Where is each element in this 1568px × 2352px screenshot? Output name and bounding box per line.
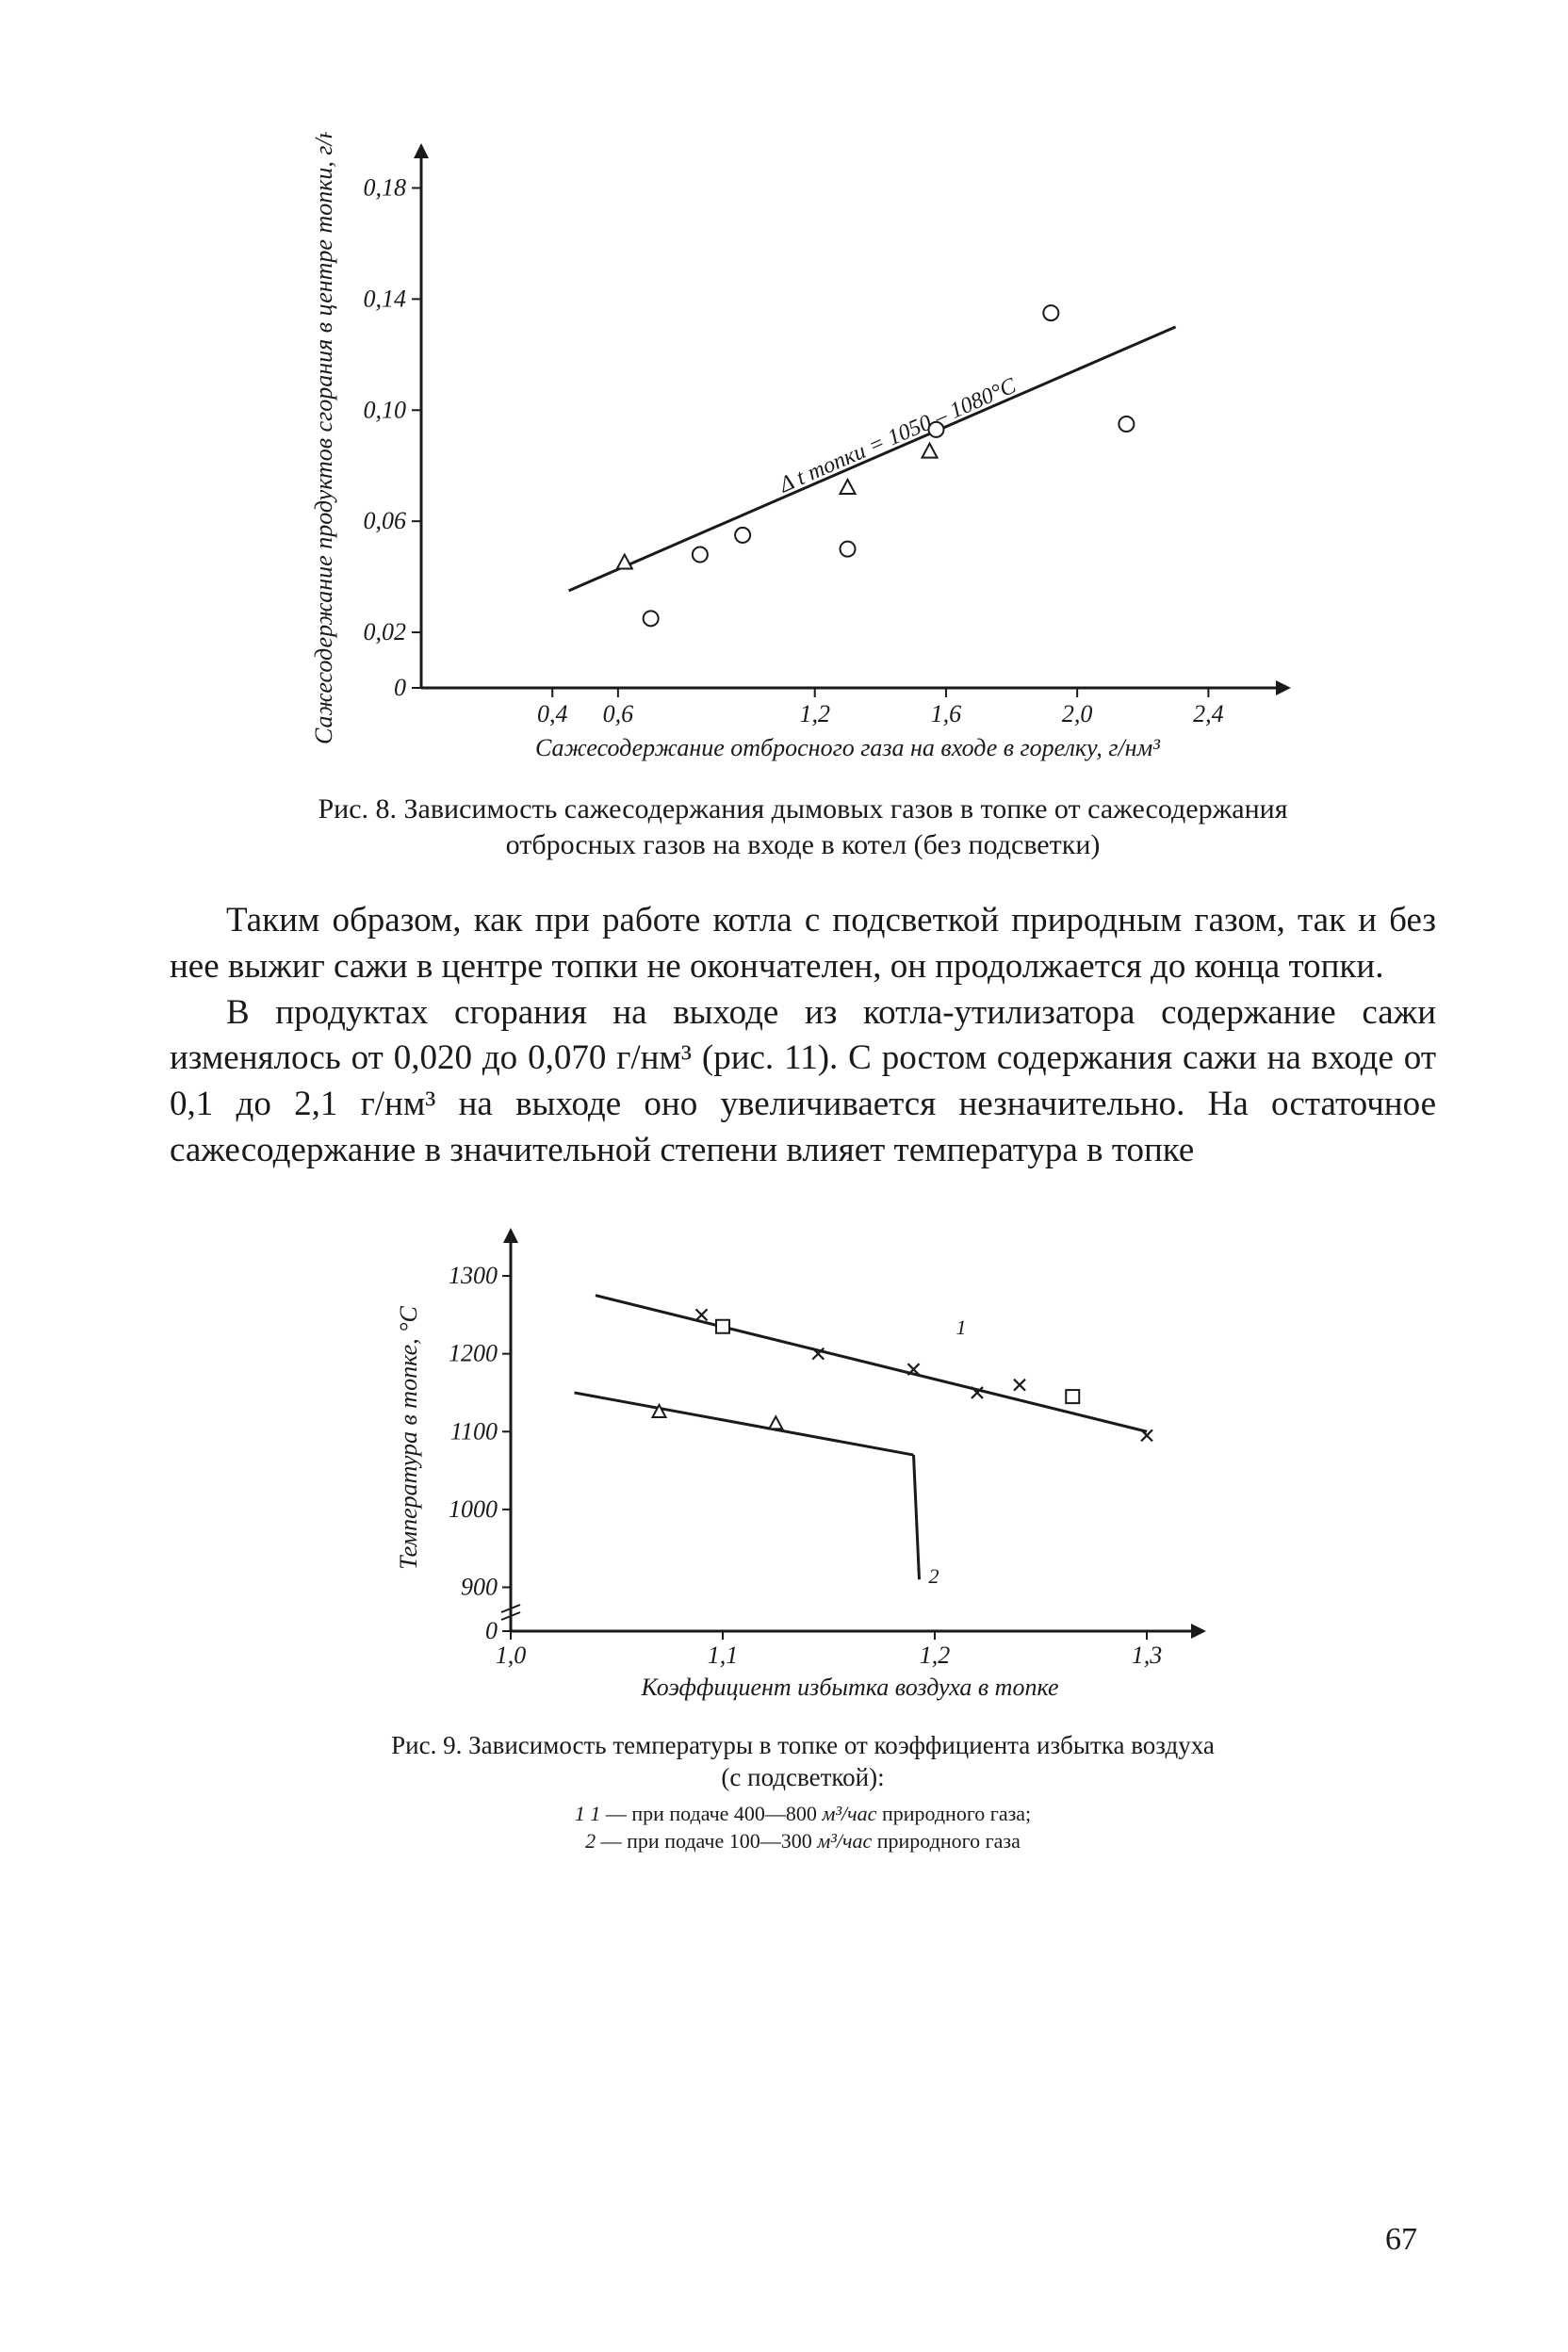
svg-text:1000: 1000 <box>449 1495 498 1523</box>
svg-text:Сажесодержание продуктов сгора: Сажесодержание продуктов сгорания в цент… <box>310 132 337 744</box>
figure-9-svg: 1,0 1,1 1,2 1,3 0 900 1000 1100 1200 1300 Коэффици… <box>379 1221 1227 1711</box>
svg-text:2,0: 2,0 <box>1062 700 1093 727</box>
legend-line-2: 2 — при подаче 100—300 м³/час природного… <box>585 1829 1021 1853</box>
svg-text:1100: 1100 <box>450 1417 498 1445</box>
svg-text:0,4: 0,4 <box>537 700 568 727</box>
figure-8-caption: Рис. 8. Зависимость сажесодержания дымов… <box>308 792 1298 862</box>
svg-text:Δ t топки = 1050 – 1080°С: Δ t топки = 1050 – 1080°С <box>776 373 1021 498</box>
svg-text:0: 0 <box>485 1617 498 1644</box>
figure-8: 0,4 0,6 1,2 1,6 2,0 2,4 0 0,02 0,06 0,10 0,14 0,18 С… <box>294 132 1312 773</box>
svg-text:Сажесодержание отбросного газа: Сажесодержание отбросного газа на входе … <box>535 734 1161 761</box>
svg-text:Температура в топке, °С: Температура в топке, °С <box>395 1305 422 1569</box>
svg-text:0,02: 0,02 <box>364 618 407 645</box>
svg-text:0,6: 0,6 <box>603 700 634 727</box>
svg-text:1200: 1200 <box>449 1340 498 1367</box>
page: 0,4 0,6 1,2 1,6 2,0 2,4 0 0,02 0,06 0,10 0,14 0,18 С… <box>0 0 1568 2352</box>
svg-text:2,4: 2,4 <box>1193 700 1224 727</box>
legend-line-1: 1 — при подаче 400—800 м³/час природного… <box>590 1802 1031 1825</box>
svg-text:1,2: 1,2 <box>920 1642 951 1669</box>
svg-text:0,06: 0,06 <box>364 507 407 534</box>
svg-text:1,1: 1,1 <box>708 1642 739 1669</box>
figure-9: 1,0 1,1 1,2 1,3 0 900 1000 1100 1200 1300 Коэффици… <box>379 1221 1227 1711</box>
figure-9-caption: Рис. 9. Зависимость температуры в топке … <box>379 1730 1227 1794</box>
paragraph-1: Таким образом, как при работе котла с по… <box>170 898 1436 990</box>
svg-text:0: 0 <box>394 674 406 701</box>
svg-text:1,2: 1,2 <box>799 700 830 727</box>
svg-text:0,14: 0,14 <box>364 285 407 312</box>
svg-text:0,18: 0,18 <box>364 173 407 201</box>
svg-text:0,10: 0,10 <box>364 396 407 423</box>
svg-text:2: 2 <box>929 1564 939 1588</box>
svg-text:1,3: 1,3 <box>1132 1642 1163 1669</box>
figure-8-svg: 0,4 0,6 1,2 1,6 2,0 2,4 0 0,02 0,06 0,10 0,14 0,18 С… <box>294 132 1312 773</box>
svg-text:1300: 1300 <box>449 1262 498 1289</box>
svg-text:900: 900 <box>461 1573 498 1600</box>
page-number: 67 <box>1385 2222 1417 2258</box>
svg-text:1: 1 <box>956 1315 967 1339</box>
body-text: Таким образом, как при работе котла с по… <box>170 898 1436 1174</box>
paragraph-2: В продуктах сгорания на выходе из котла-… <box>170 990 1436 1174</box>
svg-text:Коэффициент избытка воздуха в: Коэффициент избытка воздуха в топке <box>640 1674 1058 1701</box>
figure-9-legend: 1 1 — при подаче 400—800 м³/час природно… <box>379 1801 1227 1854</box>
svg-text:1,6: 1,6 <box>931 700 962 727</box>
svg-text:1,0: 1,0 <box>496 1642 527 1669</box>
